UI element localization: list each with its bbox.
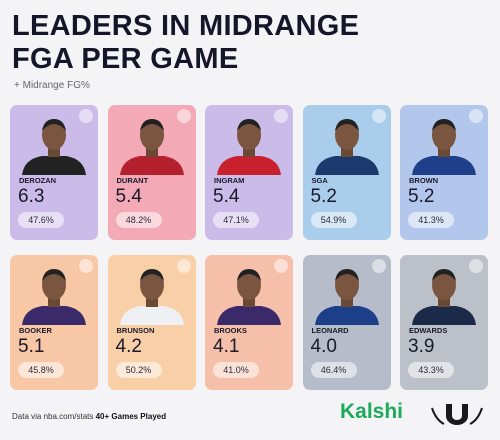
player-name: DEROZAN <box>19 176 57 185</box>
player-card: DEROZAN 6.3 47.6% <box>10 105 98 240</box>
fg-pct: 54.9% <box>310 212 357 228</box>
title-line: FGA PER GAME <box>12 43 239 75</box>
player-card: INGRAM 5.4 47.1% <box>205 105 293 240</box>
player-card: EDWARDS 3.9 43.3% <box>400 255 488 390</box>
player-photo <box>412 259 483 325</box>
fga-value: 4.0 <box>310 336 337 357</box>
player-card: LEONARD 4.0 46.4% <box>302 255 391 390</box>
player-name: BROWN <box>409 176 439 185</box>
fga-value: 5.1 <box>18 336 45 357</box>
player-name: BRUNSON <box>116 326 155 335</box>
player-photo <box>217 259 288 325</box>
player-photo <box>314 109 386 175</box>
player-name: DURANT <box>116 176 149 185</box>
source: Data via nba.com/stats <box>12 412 94 421</box>
fga-value: 5.4 <box>213 186 240 207</box>
player-card: BROOKS 4.1 41.0% <box>205 255 293 390</box>
fga-value: 5.2 <box>408 186 435 207</box>
fg-pct: 50.2% <box>115 362 162 378</box>
fg-pct: 43.3% <box>408 362 454 378</box>
footer-note: Data via nba.com/stats 40+ Games Played <box>12 412 166 421</box>
fg-pct: 41.0% <box>213 362 259 378</box>
title: LEADERS IN MIDRANGE FGA PER GAME <box>12 10 359 76</box>
player-photo <box>119 109 191 175</box>
subtitle: + Midrange FG% <box>14 80 90 91</box>
player-name: LEONARD <box>311 326 349 335</box>
player-name: EDWARDS <box>409 326 448 335</box>
fga-value: 4.2 <box>115 336 142 357</box>
player-photo <box>22 109 93 175</box>
player-name: BROOKS <box>214 326 247 335</box>
fga-value: 5.4 <box>115 186 142 207</box>
player-card: DURANT 5.4 48.2% <box>107 105 196 240</box>
player-name: SGA <box>311 176 328 185</box>
fg-pct: 47.6% <box>18 212 64 228</box>
fg-pct: 48.2% <box>115 212 162 228</box>
player-photo <box>119 259 191 325</box>
fga-value: 4.1 <box>213 336 240 357</box>
player-name: BOOKER <box>19 326 52 335</box>
fg-pct: 46.4% <box>310 362 357 378</box>
title-line: LEADERS IN MIDRANGE <box>12 10 360 42</box>
player-photo <box>22 259 93 325</box>
games-note: 40+ Games Played <box>95 412 167 421</box>
player-card: BRUNSON 4.2 50.2% <box>107 255 196 390</box>
player-card: BOOKER 5.1 45.8% <box>10 255 98 390</box>
fg-pct: 45.8% <box>18 362 64 378</box>
brand-logo <box>431 404 483 425</box>
fg-pct: 47.1% <box>213 212 259 228</box>
fga-value: 6.3 <box>18 186 45 207</box>
player-photo <box>314 259 386 325</box>
brand: Kalshi <box>340 400 404 423</box>
fga-value: 5.2 <box>310 186 337 207</box>
player-name: INGRAM <box>214 176 245 185</box>
player-card: BROWN 5.2 41.3% <box>400 105 488 240</box>
player-photo <box>217 109 288 175</box>
player-card: SGA 5.2 54.9% <box>302 105 391 240</box>
fga-value: 3.9 <box>408 336 435 357</box>
player-photo <box>412 109 483 175</box>
fg-pct: 41.3% <box>408 212 454 228</box>
